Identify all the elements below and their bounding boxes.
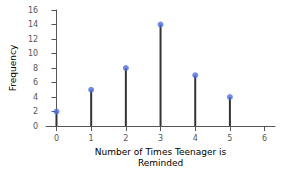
svg-text:0: 0 [54,134,59,143]
svg-text:14: 14 [28,20,38,29]
svg-text:16: 16 [28,6,38,15]
svg-text:4: 4 [193,134,198,143]
svg-text:Number of Times Teenager is: Number of Times Teenager is [95,147,227,157]
svg-text:4: 4 [33,93,38,102]
svg-text:2: 2 [123,134,128,143]
svg-text:10: 10 [28,49,38,58]
svg-text:12: 12 [28,35,38,44]
svg-text:Frequency: Frequency [8,44,18,91]
svg-text:5: 5 [227,134,232,143]
svg-text:1: 1 [89,134,94,143]
svg-text:6: 6 [262,134,267,143]
svg-text:3: 3 [158,134,163,143]
svg-text:2: 2 [33,107,38,116]
svg-text:Reminded: Reminded [138,158,183,168]
svg-text:0: 0 [33,122,38,131]
svg-text:6: 6 [33,78,38,87]
svg-text:8: 8 [33,64,38,73]
